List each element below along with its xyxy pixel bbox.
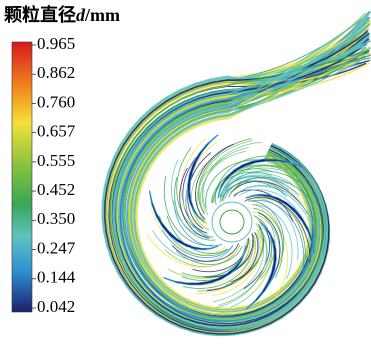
impeller-eye [212,202,252,242]
tick-label: 0.144 [37,268,76,287]
figure-canvas: 颗粒直径d/mm 0.9650.8620.7600.6570.5550.4520… [0,0,371,345]
volute-streamlines [102,11,371,335]
colorbar [12,42,32,312]
tick-label: 0.350 [37,209,75,228]
colorbar-ticks: 0.965 0.862 0.760 0.657 0.555 0.452 0.350 0.247… [32,34,76,316]
tick-label: 0.042 [37,297,75,316]
streamline [189,142,217,225]
tick-label: 0.760 [37,92,75,111]
tick-label: 0.555 [37,151,75,170]
legend-title: 颗粒直径d/mm [4,4,120,25]
tick-label: 0.657 [37,122,76,141]
streamline [172,243,239,261]
tick-label: 0.965 [37,34,75,53]
impeller-eye [220,210,244,234]
figure: 颗粒直径d/mm 0.9650.8620.7600.6570.5550.4520… [0,0,371,345]
title-unit: /mm [84,5,120,25]
title-text: 颗粒直径 [4,4,76,25]
tick-label: 0.247 [37,238,76,257]
tick-label: 0.452 [37,180,75,199]
tick-label: 0.862 [37,63,75,82]
streamline [152,230,232,261]
